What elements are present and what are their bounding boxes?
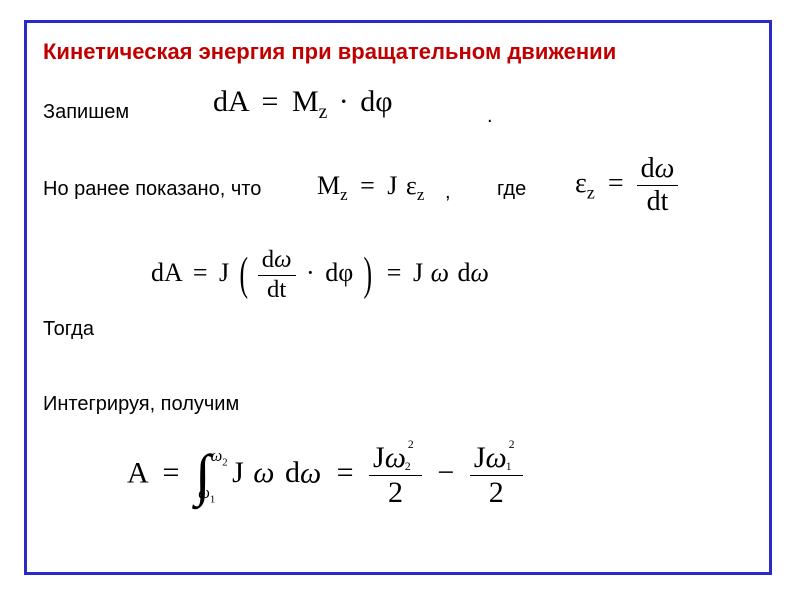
eq4-omega: ω <box>431 258 449 287</box>
eq4-d: d <box>262 246 274 273</box>
row-integriruya: Интегрируя, получим <box>43 393 239 416</box>
eq2-eps-z: z <box>417 185 425 204</box>
eq5-f1-w: ω <box>385 441 406 474</box>
eq4-dphi: dφ <box>325 258 353 287</box>
eq5-d: d <box>285 456 300 489</box>
eq5-int-ln: 1 <box>210 493 215 505</box>
row-togda: Тогда <box>43 318 94 341</box>
eq5-omega2: ω <box>300 456 321 489</box>
eq5-int-lw: ω <box>198 483 210 502</box>
eq5-eq2: = <box>337 456 354 489</box>
label-noranee: Но ранее показано, что <box>43 178 261 201</box>
eq1-z: z <box>319 102 328 123</box>
eq5-f2-sup: 2 <box>509 439 515 451</box>
period-1: . <box>487 105 493 128</box>
eq3-dt: dt <box>637 186 679 216</box>
label-integriruya: Интегрируя, получим <box>43 393 239 416</box>
eq4-omega2: ω <box>470 258 488 287</box>
label-gde: где <box>497 178 526 201</box>
eq4-lhs: dA <box>151 258 181 287</box>
eq5-f2-J: J <box>474 441 486 474</box>
eq5: A = ω2 ∫ ω1 J ω dω = Jω22 2 − Jω12 <box>127 443 523 508</box>
eq5-minus: − <box>437 456 454 489</box>
label-togda: Тогда <box>43 318 94 341</box>
eq2-eq: = <box>360 171 375 200</box>
eq4-eq: = <box>193 258 208 287</box>
eq4: dA = J ( dω dt · dφ ) = J ω dω <box>151 248 489 302</box>
eq5-int-un: 2 <box>222 456 227 468</box>
eq3-d: d <box>641 153 655 184</box>
eq5-eq: = <box>163 456 180 489</box>
eq2-eps: ε <box>406 171 417 200</box>
eq5-f2-den: 2 <box>470 476 523 508</box>
eq1-M: M <box>292 85 319 118</box>
row-noranee: Но ранее показано, что <box>43 178 261 201</box>
eq3-z: z <box>587 183 595 203</box>
eq4-omega-f: ω <box>274 246 291 273</box>
eq5-omega: ω <box>253 456 274 489</box>
eq1-lhs: dA <box>213 85 248 118</box>
eq2: Mz = J εz <box>317 171 424 205</box>
eq5-f2-w: ω <box>486 441 507 474</box>
eq3-omega: ω <box>655 153 675 184</box>
eq5-f1-sub: 2 <box>405 461 411 473</box>
eq4-eq2: = <box>387 258 402 287</box>
eq1-dphi: dφ <box>360 85 392 118</box>
eq4-dt: dt <box>258 276 296 303</box>
content-frame: Кинетическая энергия при вращательном дв… <box>24 20 772 575</box>
eq3: εz = dω dt <box>575 155 678 216</box>
eq4-J: J <box>219 258 229 287</box>
eq5-J: J <box>232 456 244 489</box>
eq5-A: A <box>127 456 147 489</box>
eq1: dA = Mz · dφ <box>213 85 393 124</box>
eq5-f2-sub: 1 <box>506 461 512 473</box>
eq1-eq: = <box>262 85 279 118</box>
eq5-int-uw: ω <box>211 446 223 465</box>
eq2-M: M <box>317 171 340 200</box>
eq4-d2: d <box>457 258 470 287</box>
eq1-dot: · <box>339 85 349 118</box>
eq5-f1-J: J <box>373 441 385 474</box>
label-zapishem: Запишем <box>43 101 129 124</box>
eq3-eq: = <box>608 168 624 199</box>
eq2-J: J <box>387 171 397 200</box>
eq3-eps: ε <box>575 168 587 199</box>
slide-title: Кинетическая энергия при вращательном дв… <box>43 39 769 65</box>
row-zapishem: Запишем <box>43 101 129 124</box>
eq5-f1-den: 2 <box>369 476 422 508</box>
eq4-J2: J <box>413 258 423 287</box>
comma-1: , <box>445 181 451 204</box>
eq2-z: z <box>340 185 348 204</box>
eq5-f1-sup: 2 <box>408 439 414 451</box>
eq4-dot: · <box>306 258 315 287</box>
